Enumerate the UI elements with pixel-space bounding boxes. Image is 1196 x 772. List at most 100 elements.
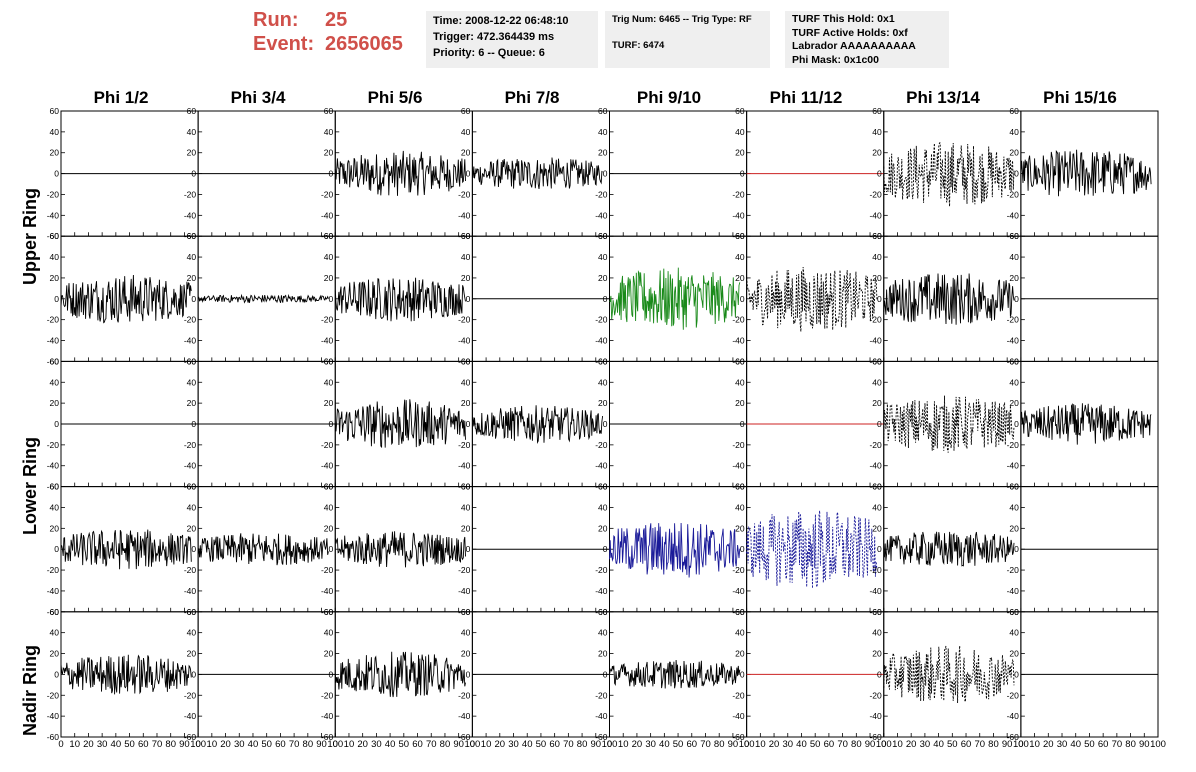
y-tick-label: 40	[187, 252, 197, 262]
y-tick-label: 40	[187, 127, 197, 137]
x-tick-label: 20	[906, 739, 917, 750]
y-tick-label: 60	[872, 231, 882, 241]
y-tick-label: -20	[595, 315, 608, 325]
trigger-line: Trigger: 472.364439 ms	[433, 31, 555, 43]
turf-line: TURF: 6474	[612, 40, 665, 51]
y-tick-label: -40	[458, 711, 471, 721]
y-tick-label: -60	[47, 607, 60, 617]
y-tick-label: 40	[50, 127, 60, 137]
turf-info-box: TURF This Hold: 0x1 TURF Active Holds: 0…	[785, 11, 949, 68]
y-tick-label: 20	[1009, 398, 1019, 408]
x-tick-label: 0	[1018, 739, 1023, 750]
y-tick-label: -40	[869, 461, 882, 471]
y-tick-label: 20	[50, 649, 60, 659]
y-tick-label: 20	[735, 273, 745, 283]
y-tick-label: 0	[466, 169, 471, 179]
y-tick-label: -20	[47, 440, 60, 450]
y-tick-label: 20	[735, 649, 745, 659]
y-tick-label: 0	[877, 294, 882, 304]
y-tick-label: -20	[732, 315, 745, 325]
x-tick-label: 50	[810, 739, 821, 750]
y-tick-label: 60	[598, 607, 608, 617]
waveform-r4-c6	[883, 645, 1015, 704]
x-tick-label: 40	[248, 739, 259, 750]
x-tick-label: 60	[961, 739, 972, 750]
y-tick-label: -40	[321, 711, 334, 721]
y-tick-label: 60	[324, 231, 334, 241]
y-tick-label: 40	[187, 377, 197, 387]
y-tick-label: 40	[872, 252, 882, 262]
y-tick-label: -20	[184, 315, 197, 325]
x-tick-label: 0	[607, 739, 612, 750]
x-tick-label: 20	[632, 739, 643, 750]
y-tick-label: -20	[1007, 690, 1020, 700]
y-tick-label: -20	[869, 189, 882, 199]
y-tick-label: 0	[1014, 669, 1019, 679]
y-tick-label: 60	[1009, 106, 1019, 116]
x-tick-label: 40	[522, 739, 533, 750]
waveform-r1-c1	[198, 293, 329, 304]
x-tick-label: 60	[412, 739, 423, 750]
x-tick-label: 90	[728, 739, 739, 750]
y-tick-label: 20	[872, 273, 882, 283]
y-tick-label: 20	[598, 523, 608, 533]
y-tick-label: 40	[735, 252, 745, 262]
y-tick-label: 0	[329, 419, 334, 429]
y-tick-label: 40	[461, 377, 471, 387]
y-tick-label: 0	[191, 544, 196, 554]
x-tick-label: 10	[892, 739, 903, 750]
x-tick-label: 80	[714, 739, 725, 750]
y-tick-label: -60	[47, 482, 60, 492]
waveform-r0-c3	[471, 157, 603, 189]
y-tick-label: 60	[872, 482, 882, 492]
x-tick-label: 100	[602, 739, 618, 750]
x-tick-label: 30	[782, 739, 793, 750]
y-tick-label: -40	[595, 461, 608, 471]
y-tick-label: 0	[740, 169, 745, 179]
x-tick-label: 10	[481, 739, 492, 750]
y-tick-label: -20	[869, 690, 882, 700]
y-tick-label: 60	[461, 231, 471, 241]
y-tick-label: 60	[1009, 607, 1019, 617]
y-tick-label: -20	[47, 690, 60, 700]
turf-hold-line: TURF This Hold: 0x1	[792, 13, 895, 25]
waveform-r1-c2	[334, 277, 466, 322]
run-label: Run:	[253, 9, 299, 31]
turf-active-line: TURF Active Holds: 0xf	[792, 26, 908, 39]
x-tick-label: 0	[333, 739, 338, 750]
x-tick-label: 10	[69, 739, 80, 750]
x-tick-label: 80	[165, 739, 176, 750]
y-tick-label: 40	[1009, 502, 1019, 512]
x-tick-label: 40	[111, 739, 122, 750]
y-tick-label: 40	[324, 377, 334, 387]
y-tick-label: 40	[1009, 252, 1019, 262]
y-tick-label: 60	[187, 231, 197, 241]
x-tick-label: 100	[739, 739, 755, 750]
y-tick-label: 20	[872, 523, 882, 533]
y-tick-label: 40	[461, 252, 471, 262]
y-tick-label: 60	[50, 356, 60, 366]
y-tick-label: 60	[735, 356, 745, 366]
y-tick-label: -40	[184, 586, 197, 596]
y-tick-label: -20	[595, 189, 608, 199]
x-tick-label: 60	[1098, 739, 1109, 750]
y-tick-label: 20	[187, 523, 197, 533]
x-tick-label: 0	[470, 739, 475, 750]
y-tick-label: -40	[869, 711, 882, 721]
trig-line: Trig Num: 6465 -- Trig Type: RF	[612, 14, 752, 25]
y-tick-label: 60	[735, 607, 745, 617]
y-tick-label: 60	[50, 231, 60, 241]
y-tick-label: 60	[324, 356, 334, 366]
x-tick-label: 80	[988, 739, 999, 750]
y-tick-label: 40	[1009, 628, 1019, 638]
y-tick-label: 20	[1009, 523, 1019, 533]
y-tick-label: 20	[50, 398, 60, 408]
y-tick-label: -60	[47, 231, 60, 241]
y-tick-label: -40	[184, 336, 197, 346]
y-tick-label: 20	[735, 523, 745, 533]
y-tick-label: -40	[1007, 461, 1020, 471]
y-tick-label: 0	[54, 169, 59, 179]
panel-frame-r4-c2	[334, 611, 473, 738]
y-tick-label: 0	[329, 544, 334, 554]
y-tick-label: 60	[324, 482, 334, 492]
